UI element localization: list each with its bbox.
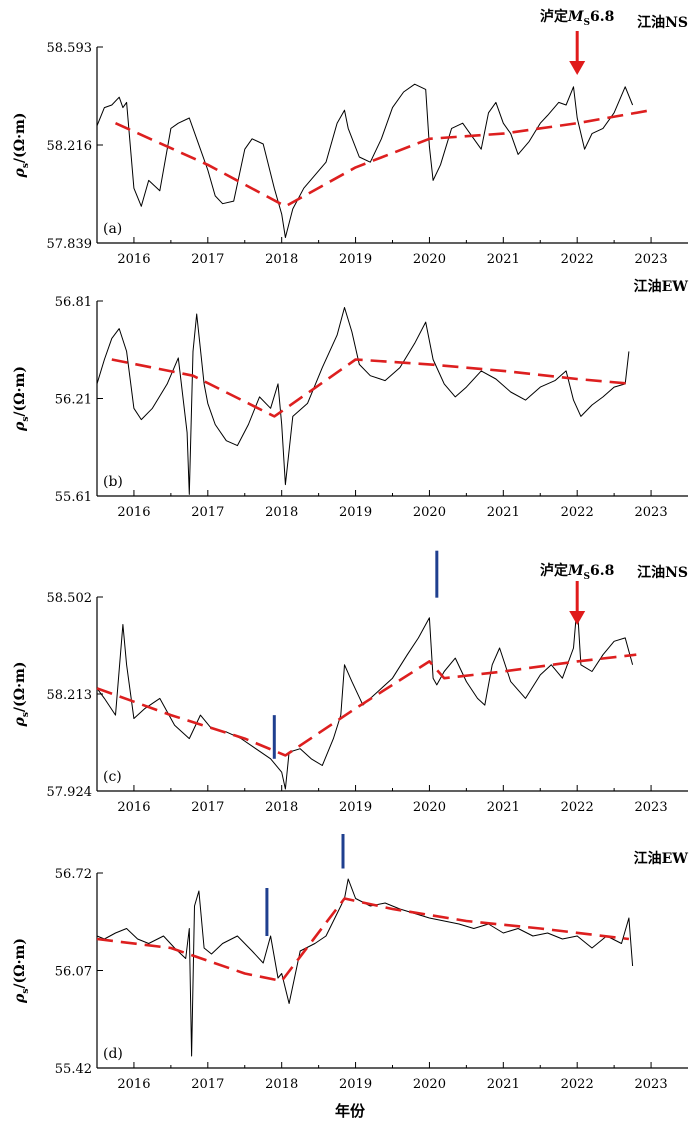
x-tick-label: 2018 xyxy=(265,252,298,267)
y-tick-label: 56.72 xyxy=(55,867,92,882)
red-arrow-icon xyxy=(569,61,586,75)
x-tick-label: 2021 xyxy=(487,252,520,267)
y-axis-title: ρs/(Ω·m) xyxy=(12,113,31,179)
x-tick-label: 2016 xyxy=(117,800,150,815)
x-tick-label: 2020 xyxy=(413,252,446,267)
panel-label: (d) xyxy=(103,1046,123,1062)
y-tick-label: 57.839 xyxy=(47,237,93,252)
chart-panel-4: 56.72 56.07 55.42 2016 2017 2018 2019 2020 2021 2… xyxy=(12,834,688,1092)
x-tick-label: 2022 xyxy=(561,1077,594,1092)
red-arrow-icon xyxy=(569,611,586,625)
y-tick-label: 56.21 xyxy=(55,393,92,408)
observed-series-line xyxy=(96,83,634,238)
y-axis-title: ρs/(Ω·m) xyxy=(12,938,31,1004)
observed-series-line xyxy=(96,307,630,495)
x-tick-label: 2020 xyxy=(413,1077,446,1092)
trend-line xyxy=(96,897,630,983)
earthquake-annotation: 泸定MS6.8 xyxy=(540,562,614,582)
x-tick-label: 2016 xyxy=(117,252,150,267)
x-tick-label: 2022 xyxy=(561,252,594,267)
x-tick-label: 2018 xyxy=(265,1077,298,1092)
y-tick-label: 57.924 xyxy=(47,785,93,800)
trend-line xyxy=(111,358,633,418)
panel-label: (b) xyxy=(103,474,123,490)
trend-line xyxy=(96,653,637,757)
x-tick-label: 2020 xyxy=(413,505,446,520)
x-tick-label: 2021 xyxy=(487,1077,520,1092)
observed-series-line xyxy=(96,878,634,1057)
y-axis-title: ρs/(Ω·m) xyxy=(12,662,31,728)
x-tick-label: 2021 xyxy=(487,800,520,815)
station-label: 江油EW xyxy=(634,850,689,867)
chart-panel-2: 56.81 56.21 55.61 2016 2017 2018 2019 2020 2021 2… xyxy=(12,278,688,520)
x-tick-label: 2022 xyxy=(561,505,594,520)
x-axis-title: 年份 xyxy=(334,1102,365,1120)
x-tick-label: 2019 xyxy=(339,800,372,815)
x-tick-label: 2017 xyxy=(191,505,224,520)
x-tick-label: 2021 xyxy=(487,505,520,520)
x-tick-label: 2019 xyxy=(339,252,372,267)
trend-line xyxy=(114,108,652,208)
y-tick-label: 56.07 xyxy=(55,965,92,980)
y-tick-label: 55.61 xyxy=(55,490,92,505)
y-tick-label: 58.502 xyxy=(47,591,93,606)
y-tick-label: 58.216 xyxy=(47,139,93,154)
observed-series-line xyxy=(96,603,634,790)
x-tick-label: 2023 xyxy=(635,505,668,520)
x-tick-label: 2018 xyxy=(265,800,298,815)
panel-label: (c) xyxy=(103,769,122,785)
station-label: 江油EW xyxy=(634,278,689,295)
x-tick-label: 2023 xyxy=(635,1077,668,1092)
x-tick-label: 2023 xyxy=(635,252,668,267)
panel-label: (a) xyxy=(103,221,122,237)
x-tick-label: 2017 xyxy=(191,1077,224,1092)
x-tick-label: 2016 xyxy=(117,505,150,520)
x-tick-label: 2019 xyxy=(339,1077,372,1092)
x-tick-label: 2020 xyxy=(413,800,446,815)
x-tick-label: 2018 xyxy=(265,505,298,520)
x-tick-label: 2017 xyxy=(191,252,224,267)
y-tick-label: 56.81 xyxy=(55,295,92,310)
earthquake-annotation: 泸定MS6.8 xyxy=(540,8,614,28)
x-tick-label: 2019 xyxy=(339,505,372,520)
chart-panel-1: 58.593 58.216 57.839 2016 2017 2018 2019 2020 20… xyxy=(12,8,688,267)
x-tick-label: 2017 xyxy=(191,800,224,815)
y-tick-label: 55.42 xyxy=(55,1062,92,1077)
x-tick-label: 2016 xyxy=(117,1077,150,1092)
x-tick-label: 2022 xyxy=(561,800,594,815)
chart-panel-3: 58.502 58.213 57.924 2016 2017 2018 2019 2020 20… xyxy=(12,550,688,815)
y-axis-title: ρs/(Ω·m) xyxy=(12,366,31,432)
y-tick-label: 58.593 xyxy=(47,41,93,56)
x-tick-label: 2023 xyxy=(635,800,668,815)
y-tick-label: 58.213 xyxy=(47,688,93,703)
station-label: 江油NS xyxy=(637,564,688,581)
station-label: 江油NS xyxy=(637,14,688,31)
